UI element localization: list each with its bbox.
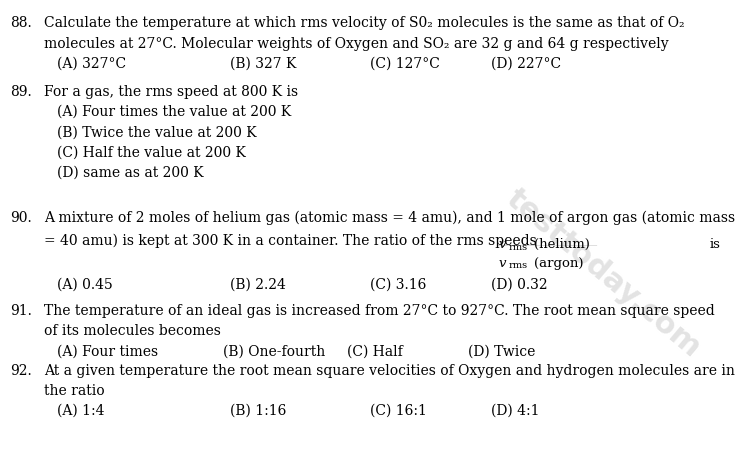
Text: (C) 16:1: (C) 16:1: [370, 404, 427, 418]
Text: (B) Twice the value at 200 K: (B) Twice the value at 200 K: [57, 125, 256, 139]
Text: is: is: [710, 238, 720, 251]
Text: (D) same as at 200 K: (D) same as at 200 K: [57, 166, 203, 180]
Text: (D) 227°C: (D) 227°C: [491, 57, 561, 71]
Text: 90.: 90.: [10, 211, 32, 225]
Text: (A) 1:4: (A) 1:4: [57, 404, 104, 418]
Text: (B) 1:16: (B) 1:16: [230, 404, 287, 418]
Text: of its molecules becomes: of its molecules becomes: [44, 324, 220, 338]
Text: 88.: 88.: [10, 16, 32, 31]
Text: rms: rms: [509, 243, 528, 252]
Text: At a given temperature the root mean square velocities of Oxygen and hydrogen mo: At a given temperature the root mean squ…: [44, 364, 735, 378]
Text: 92.: 92.: [10, 364, 32, 378]
Text: A mixture of 2 moles of helium gas (atomic mass = 4 amu), and 1 mole of argon ga: A mixture of 2 moles of helium gas (atom…: [44, 211, 735, 225]
Text: the ratio: the ratio: [44, 384, 104, 398]
Text: 91.: 91.: [10, 304, 32, 318]
Text: For a gas, the rms speed at 800 K is: For a gas, the rms speed at 800 K is: [44, 85, 298, 99]
Text: testtoday.com: testtoday.com: [501, 184, 707, 363]
Text: molecules at 27°C. Molecular weights of Oxygen and SO₂ are 32 g and 64 g respect: molecules at 27°C. Molecular weights of …: [44, 37, 668, 51]
Text: 89.: 89.: [10, 85, 32, 99]
Text: (A) Four times: (A) Four times: [57, 344, 158, 358]
Text: (C) 127°C: (C) 127°C: [370, 57, 440, 71]
Text: Calculate the temperature at which rms velocity of S0₂ molecules is the same as : Calculate the temperature at which rms v…: [44, 16, 685, 31]
Text: (argon): (argon): [534, 257, 584, 270]
Text: The temperature of an ideal gas is increased from 27°C to 927°C. The root mean s: The temperature of an ideal gas is incre…: [44, 304, 714, 318]
Text: (B) One-fourth: (B) One-fourth: [223, 344, 325, 358]
Text: (D) Twice: (D) Twice: [468, 344, 535, 358]
Text: (A) 0.45: (A) 0.45: [57, 278, 112, 292]
Text: (D) 4:1: (D) 4:1: [491, 404, 539, 418]
Text: (C) 3.16: (C) 3.16: [370, 278, 427, 292]
Text: v: v: [498, 257, 506, 270]
Text: (D) 0.32: (D) 0.32: [491, 278, 547, 292]
Text: = 40 amu) is kept at 300 K in a container. The ratio of the rms speeds: = 40 amu) is kept at 300 K in a containe…: [44, 234, 537, 248]
Text: v: v: [498, 238, 506, 251]
Text: (helium): (helium): [534, 238, 590, 251]
Text: (A) Four times the value at 200 K: (A) Four times the value at 200 K: [57, 105, 291, 119]
Text: (B) 2.24: (B) 2.24: [230, 278, 286, 292]
Text: (A) 327°C: (A) 327°C: [57, 57, 126, 71]
Text: rms: rms: [509, 261, 528, 270]
Text: (C) Half: (C) Half: [347, 344, 403, 358]
Text: (C) Half the value at 200 K: (C) Half the value at 200 K: [57, 146, 245, 160]
Text: (B) 327 K: (B) 327 K: [230, 57, 297, 71]
